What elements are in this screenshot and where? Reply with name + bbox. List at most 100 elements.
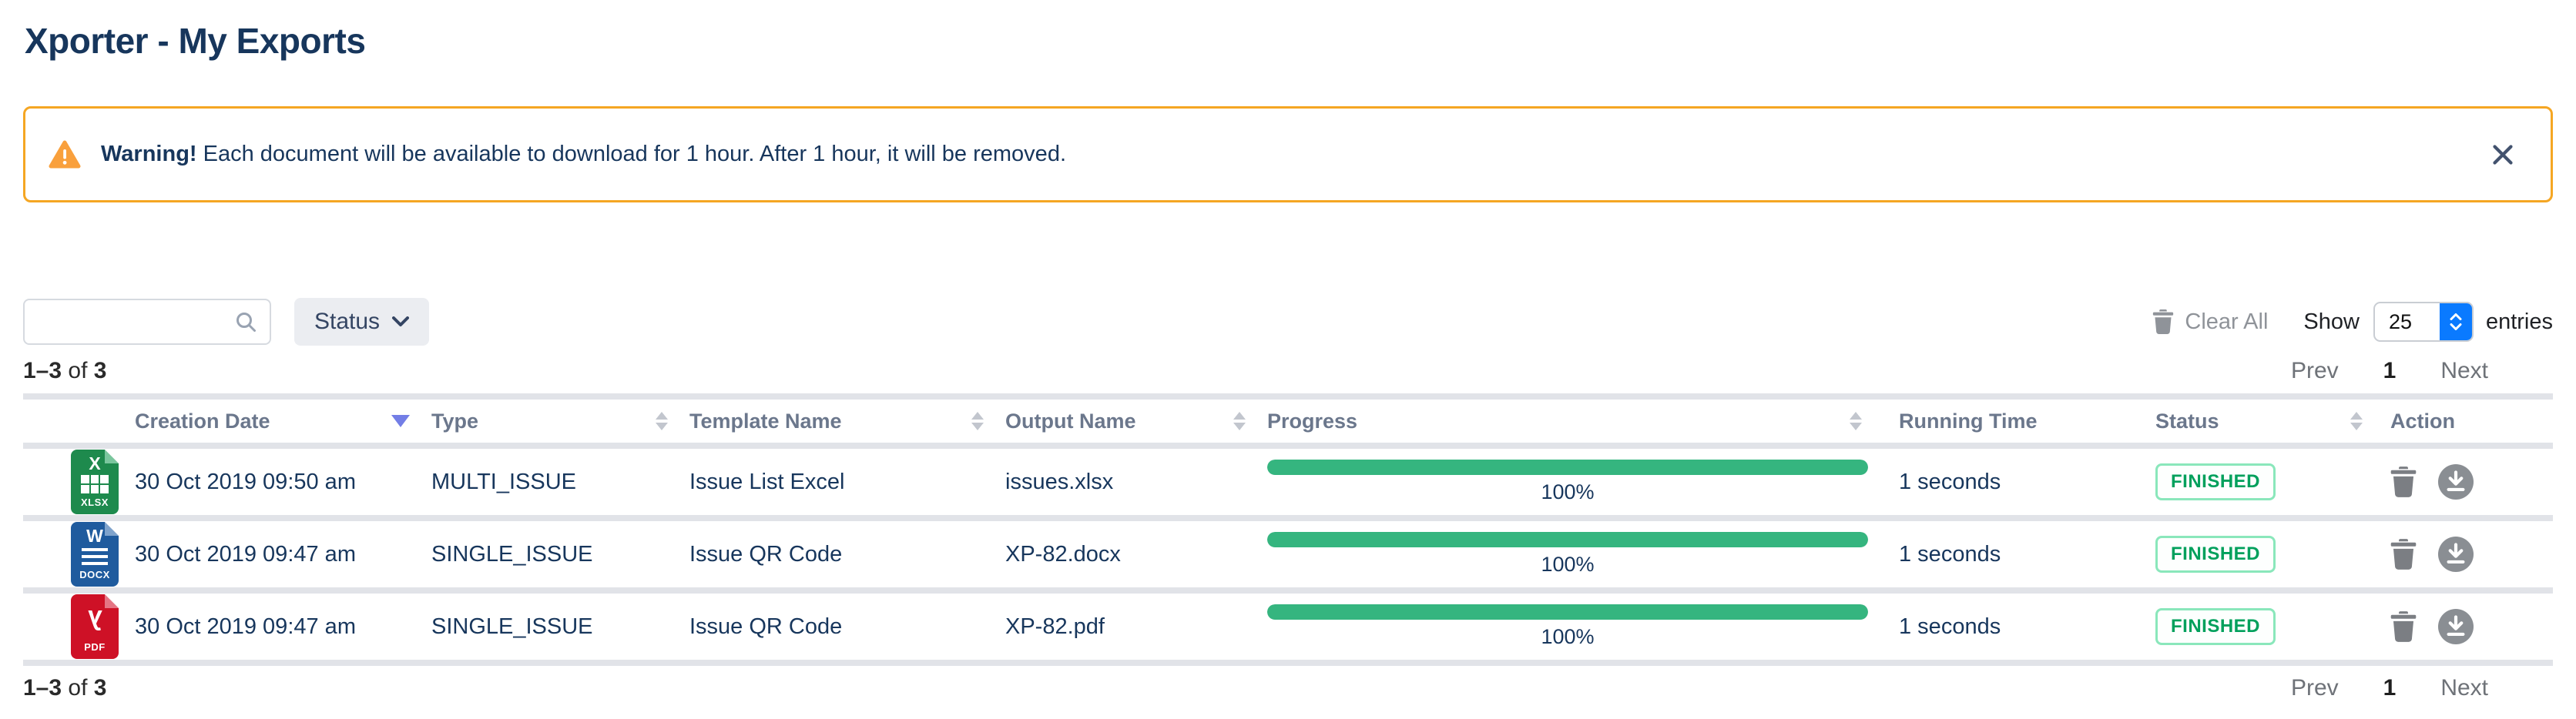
progress-bar	[1267, 604, 1868, 620]
exports-table: Creation Date Type Template Name Output …	[23, 393, 2553, 666]
search-icon	[234, 310, 257, 333]
sort-icon[interactable]	[1850, 412, 1862, 430]
delete-export-button[interactable]	[2390, 467, 2417, 497]
result-of: of	[62, 358, 94, 383]
file-extension-label: PDF	[84, 641, 106, 653]
clear-all-label: Clear All	[2185, 309, 2269, 334]
progress-bar-fill	[1267, 460, 1868, 475]
header-cell-output-name[interactable]: Output Name	[1005, 410, 1267, 433]
status-badge: FINISHED	[2155, 608, 2276, 645]
sort-icon[interactable]	[971, 412, 984, 430]
sort-icon[interactable]	[656, 412, 668, 430]
file-type-letter: W	[86, 526, 103, 546]
sort-descending-icon[interactable]	[391, 415, 410, 427]
column-label: Action	[2390, 409, 2455, 433]
warning-body: Each document will be available to downl…	[196, 142, 1067, 166]
progress-percent-label: 100%	[1541, 553, 1595, 576]
excel-file-icon: X λ XLSX	[71, 450, 119, 514]
next-page-button[interactable]: Next	[2440, 675, 2488, 701]
word-file-icon: W λ DOCX	[71, 522, 119, 587]
progress-bar-fill	[1267, 532, 1868, 547]
creation-date-cell: 30 Oct 2019 09:47 am	[135, 614, 356, 639]
spreadsheet-grid-glyph	[81, 475, 109, 493]
file-type-letter: X	[89, 453, 101, 473]
header-cell-template-name[interactable]: Template Name	[689, 410, 1005, 433]
top-pager: Prev 1 Next	[2291, 358, 2553, 384]
result-range: 1–3	[23, 358, 62, 383]
column-label: Running Time	[1899, 409, 2038, 433]
table-row: X λ XLSX 30 Oct 2019 09:50 am MULTI_ISSU…	[23, 449, 2553, 515]
search-box	[23, 299, 271, 345]
progress-cell: 100%	[1267, 460, 1883, 504]
column-label: Type	[431, 409, 479, 433]
download-icon	[2438, 609, 2474, 644]
download-export-button[interactable]	[2438, 464, 2474, 500]
status-cell: FINISHED	[2149, 536, 2384, 573]
sort-icon[interactable]	[1233, 412, 1246, 430]
header-cell-action: Action	[2384, 410, 2553, 433]
page-size-select[interactable]: 25	[2373, 302, 2474, 342]
result-total: 3	[93, 675, 107, 701]
action-cell	[2384, 464, 2553, 500]
prev-page-button[interactable]: Prev	[2290, 358, 2339, 383]
type-cell: SINGLE_ISSUE	[431, 541, 593, 567]
result-of: of	[62, 675, 94, 701]
table-header-row: Creation Date Type Template Name Output …	[23, 400, 2553, 443]
progress-cell: 100%	[1267, 532, 1883, 577]
document-lines-glyph	[82, 548, 108, 565]
column-label: Creation Date	[135, 409, 270, 433]
creation-date-cell: 30 Oct 2019 09:47 am	[135, 541, 356, 567]
output-name-cell: XP-82.pdf	[1005, 614, 1105, 639]
select-stepper-icon	[2439, 303, 2472, 340]
header-cell-running-time[interactable]: Running Time	[1883, 410, 2149, 433]
bottom-meta-row: 1–3 of 3 Prev 1 Next	[23, 675, 2553, 701]
delete-export-button[interactable]	[2390, 539, 2417, 570]
banner-close-button[interactable]	[2486, 138, 2520, 172]
prev-page-button[interactable]: Prev	[2290, 675, 2339, 701]
result-count: 1–3 of 3	[23, 358, 106, 384]
type-cell: SINGLE_ISSUE	[431, 614, 593, 639]
page-title: Xporter - My Exports	[25, 21, 366, 61]
status-filter-label: Status	[314, 309, 381, 334]
file-extension-label: XLSX	[81, 497, 109, 508]
chevron-down-icon	[392, 316, 410, 327]
delete-export-button[interactable]	[2390, 611, 2417, 642]
warning-banner: Warning! Each document will be available…	[23, 106, 2553, 202]
header-cell-type[interactable]: Type	[431, 410, 689, 433]
pdf-file-icon: λ PDF	[71, 594, 119, 659]
template-name-cell: Issue QR Code	[689, 541, 843, 567]
result-range: 1–3	[23, 675, 62, 701]
pdf-glyph: λ	[87, 604, 102, 634]
download-icon	[2438, 537, 2474, 572]
table-toolbar: Status Clear All Show 2	[23, 298, 2553, 346]
download-export-button[interactable]	[2438, 609, 2474, 644]
header-cell-status[interactable]: Status	[2149, 410, 2384, 433]
close-icon	[2492, 144, 2514, 166]
next-page-button[interactable]: Next	[2440, 358, 2488, 383]
column-label: Status	[2155, 409, 2219, 433]
clear-all-button[interactable]: Clear All	[2152, 309, 2268, 335]
status-badge: FINISHED	[2155, 463, 2276, 500]
header-bottom-divider	[23, 443, 2553, 449]
trash-icon	[2390, 539, 2417, 570]
header-cell-creation-date[interactable]: Creation Date	[135, 410, 431, 433]
download-icon	[2438, 464, 2474, 500]
creation-date-cell: 30 Oct 2019 09:50 am	[135, 469, 356, 494]
search-input[interactable]	[37, 309, 234, 334]
progress-percent-label: 100%	[1541, 480, 1595, 503]
table-row: W λ DOCX 30 Oct 2019 09:47 am SINGLE_ISS…	[23, 521, 2553, 587]
toolbar-right-group: Clear All Show 25 entries	[2152, 302, 2553, 342]
bottom-pager: Prev 1 Next	[2291, 675, 2553, 701]
entries-label: entries	[2485, 309, 2553, 334]
header-cell-progress[interactable]: Progress	[1267, 410, 1883, 433]
show-label: Show	[2303, 309, 2360, 334]
sort-icon[interactable]	[2350, 412, 2363, 430]
result-count: 1–3 of 3	[23, 675, 106, 701]
download-export-button[interactable]	[2438, 537, 2474, 572]
table-row: λ PDF 30 Oct 2019 09:47 am SINGLE_ISSUE …	[23, 594, 2553, 660]
action-cell	[2384, 609, 2553, 644]
status-filter-button[interactable]: Status	[294, 298, 430, 346]
progress-percent-label: 100%	[1541, 625, 1595, 648]
current-page: 1	[2383, 358, 2397, 383]
warning-bold: Warning!	[101, 142, 197, 166]
